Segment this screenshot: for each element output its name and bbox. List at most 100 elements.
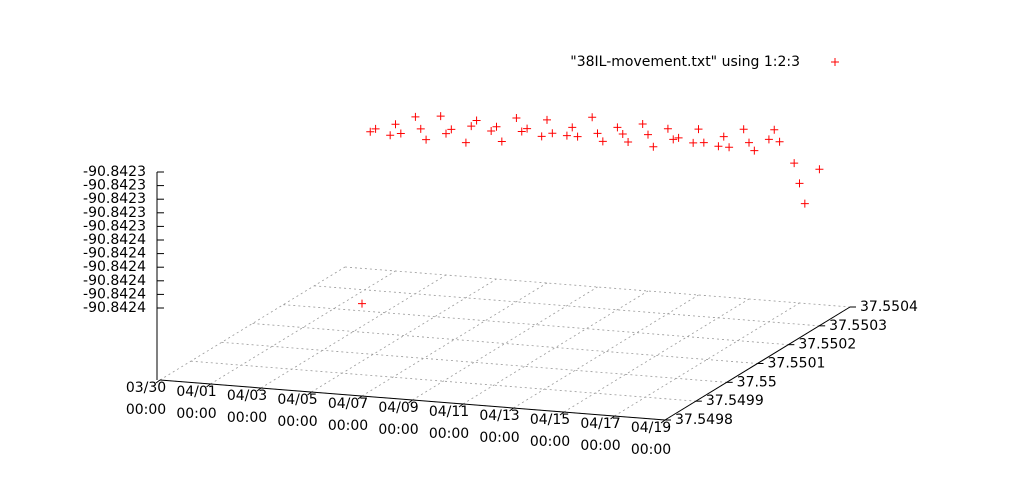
- data-point: [447, 125, 456, 134]
- data-point: [674, 133, 683, 142]
- grid-line: [252, 323, 758, 364]
- data-point: [815, 165, 824, 174]
- data-point: [714, 142, 723, 151]
- data-point: [739, 125, 748, 134]
- data-point: [487, 127, 496, 136]
- grid-line: [361, 282, 548, 397]
- data-point: [669, 135, 678, 144]
- x-tick-label: 04/19 00:00: [631, 420, 671, 458]
- data-point: [644, 130, 652, 139]
- data-point: [689, 138, 698, 147]
- data-point: [422, 135, 431, 144]
- data-point: [562, 131, 571, 140]
- x-tick-label: 04/01 00:00: [176, 384, 216, 422]
- data-point: [573, 132, 582, 141]
- data-point: [624, 138, 633, 147]
- data-point: [775, 137, 784, 146]
- y-tick-label: 37.5501: [768, 356, 826, 372]
- y-tick-label: 37.5502: [798, 337, 856, 353]
- data-point: [568, 123, 577, 132]
- data-point: [745, 138, 753, 147]
- data-point: [543, 115, 551, 124]
- data-point: [442, 129, 450, 138]
- grid-line: [412, 286, 598, 401]
- data-point: [593, 129, 602, 138]
- y-tick-label: 37.5498: [675, 412, 733, 428]
- y-tick-label: 37.55: [737, 374, 777, 390]
- tick-mark: [509, 407, 514, 412]
- z-tick-label: -90.8424: [83, 232, 146, 248]
- data-point: [461, 138, 470, 147]
- x-tick-label: 04/15 00:00: [530, 412, 570, 450]
- legend-marker: [831, 58, 839, 66]
- data-point: [750, 146, 759, 155]
- z-tick-label: -90.8424: [83, 300, 146, 316]
- data-point: [613, 123, 622, 132]
- x-tick-label: 04/03 00:00: [227, 388, 267, 426]
- data-point: [497, 137, 506, 146]
- y-tick-label: 37.5504: [860, 299, 918, 315]
- x-tick-label: 04/17 00:00: [580, 416, 620, 454]
- grid-line: [221, 341, 727, 383]
- grid-line: [513, 294, 699, 409]
- grid-line: [283, 304, 789, 346]
- x-tick-label: 03/30 00:00: [126, 380, 166, 418]
- data-point: [358, 299, 366, 308]
- data-point: [436, 112, 445, 121]
- y-tick-label: 37.5503: [829, 318, 887, 334]
- y-tick-label: 37.5499: [706, 393, 764, 409]
- data-point: [537, 132, 546, 141]
- data-point: [790, 159, 799, 168]
- data-point: [472, 116, 481, 125]
- grid-line: [314, 285, 820, 327]
- x-tick-label: 04/09 00:00: [378, 400, 418, 438]
- z-tick-label: -90.8424: [83, 273, 146, 289]
- data-point: [770, 125, 779, 134]
- data-point: [795, 179, 804, 188]
- data-point: [548, 129, 557, 138]
- tick-mark: [206, 383, 211, 388]
- data-point: [649, 142, 658, 151]
- data-point: [396, 129, 405, 138]
- data-point: [371, 124, 380, 133]
- data-point: [411, 112, 420, 121]
- legend-label: "38IL-movement.txt" using 1:2:3: [570, 54, 800, 70]
- data-point: [523, 124, 532, 133]
- data-point: [764, 135, 773, 144]
- data-point: [719, 132, 728, 141]
- data-point: [517, 127, 526, 136]
- z-tick-label: -90.8423: [83, 218, 146, 234]
- x-tick-label: 04/11 00:00: [429, 404, 469, 442]
- data-point: [467, 122, 476, 131]
- data-point: [391, 120, 400, 129]
- tick-mark: [610, 415, 615, 420]
- tick-mark: [408, 399, 413, 404]
- x-tick-label: 04/13 00:00: [479, 408, 519, 446]
- data-point: [598, 137, 607, 146]
- tick-mark: [559, 411, 565, 416]
- tick-mark: [155, 379, 161, 384]
- z-tick-label: -90.8423: [83, 164, 146, 180]
- data-point: [618, 130, 627, 139]
- z-tick-label: -90.8423: [83, 205, 146, 221]
- data-point: [492, 122, 501, 131]
- data-point: [638, 119, 647, 128]
- tick-mark: [660, 419, 666, 424]
- z-tick-label: -90.8424: [83, 286, 146, 302]
- data-point: [386, 131, 395, 140]
- data-point: [694, 125, 703, 134]
- tick-mark: [458, 403, 464, 408]
- grid-line: [462, 290, 649, 405]
- z-tick-label: -90.8423: [83, 191, 146, 207]
- data-point: [800, 199, 809, 208]
- tick-mark: [307, 391, 312, 396]
- data-point: [416, 124, 425, 133]
- data-point: [366, 127, 375, 136]
- data-point: [512, 114, 521, 123]
- z-tick-label: -90.8423: [83, 178, 146, 194]
- z-tick-label: -90.8424: [83, 259, 146, 275]
- z-tick-label: -90.8424: [83, 246, 146, 262]
- data-point: [663, 124, 672, 133]
- data-point: [699, 138, 708, 147]
